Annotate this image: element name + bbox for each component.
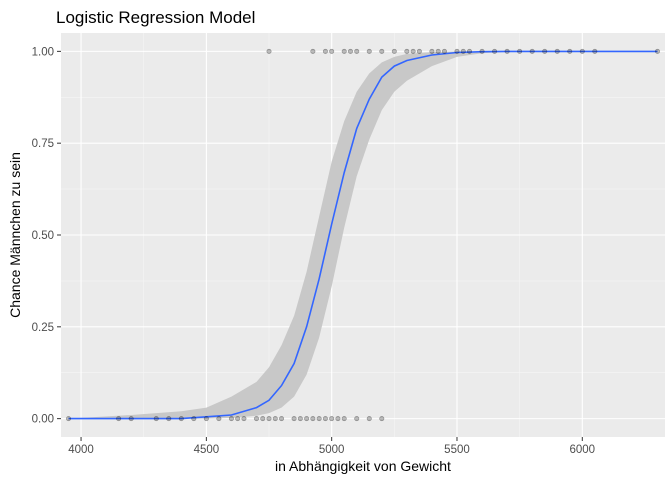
data-point xyxy=(454,48,460,54)
data-point xyxy=(579,48,585,54)
data-point xyxy=(316,416,322,422)
y-tick-label: 1.00 xyxy=(32,46,54,58)
data-point xyxy=(153,416,159,422)
data-point xyxy=(191,416,197,422)
y-axis-ticks: 0.00 0.25 0.50 0.75 1.00 xyxy=(32,46,61,426)
data-point xyxy=(329,48,335,54)
data-point xyxy=(322,48,328,54)
x-tick-label: 5000 xyxy=(319,444,345,456)
data-point xyxy=(416,48,422,54)
data-point xyxy=(410,48,416,54)
y-axis-title: Chance Männchen zu sein xyxy=(7,152,23,318)
data-point xyxy=(529,48,535,54)
data-point xyxy=(379,416,385,422)
data-point xyxy=(504,48,510,54)
x-tick-label: 5500 xyxy=(444,444,470,456)
fit-line-group xyxy=(68,50,658,420)
data-point xyxy=(279,416,285,422)
data-point xyxy=(203,416,209,422)
chart-title: Logistic Regression Model xyxy=(56,8,255,27)
data-point xyxy=(467,48,473,54)
y-tick-label: 0.50 xyxy=(32,230,54,242)
data-point xyxy=(435,48,441,54)
data-point xyxy=(404,48,410,54)
data-point xyxy=(228,416,234,422)
x-tick-label: 4000 xyxy=(68,444,94,456)
data-point xyxy=(542,48,548,54)
data-point xyxy=(429,48,435,54)
data-point xyxy=(341,48,347,54)
y-tick-label: 0.25 xyxy=(32,322,54,334)
data-point xyxy=(492,48,498,54)
data-point xyxy=(241,416,247,422)
data-point xyxy=(441,48,447,54)
data-point xyxy=(322,416,328,422)
data-point xyxy=(291,416,297,422)
data-point xyxy=(310,48,316,54)
data-point xyxy=(567,48,573,54)
fit-line xyxy=(68,50,658,420)
confidence-band xyxy=(68,51,658,419)
data-point xyxy=(166,416,172,422)
data-point xyxy=(347,48,353,54)
data-point xyxy=(329,416,335,422)
data-point xyxy=(253,416,259,422)
data-point xyxy=(354,416,360,422)
data-point xyxy=(128,416,134,422)
data-point xyxy=(304,416,310,422)
data-point xyxy=(116,416,122,422)
data-point xyxy=(517,48,523,54)
data-point xyxy=(297,416,303,422)
data-point xyxy=(260,416,266,422)
x-axis-title: in Abhängigkeit von Gewicht xyxy=(275,458,451,474)
y-tick-label: 0.00 xyxy=(32,414,54,426)
data-point xyxy=(310,416,316,422)
x-tick-label: 6000 xyxy=(569,444,595,456)
data-point xyxy=(479,48,485,54)
x-axis-ticks: 4000 4500 5000 5500 6000 xyxy=(68,437,595,456)
confidence-band-area xyxy=(68,51,658,419)
data-point xyxy=(216,416,222,422)
data-point xyxy=(379,48,385,54)
data-points xyxy=(66,48,660,422)
data-point xyxy=(335,416,341,422)
data-point xyxy=(592,48,598,54)
data-point xyxy=(178,416,184,422)
data-point xyxy=(235,416,241,422)
data-point xyxy=(66,416,72,422)
data-point xyxy=(366,48,372,54)
data-point xyxy=(266,48,272,54)
data-point xyxy=(272,416,278,422)
data-point xyxy=(391,48,397,54)
x-tick-label: 4500 xyxy=(194,444,220,456)
data-point xyxy=(266,416,272,422)
data-point xyxy=(354,48,360,54)
data-point xyxy=(460,48,466,54)
data-point xyxy=(654,48,660,54)
data-point xyxy=(366,416,372,422)
data-point xyxy=(554,48,560,54)
data-point xyxy=(341,416,347,422)
y-tick-label: 0.75 xyxy=(32,138,54,150)
